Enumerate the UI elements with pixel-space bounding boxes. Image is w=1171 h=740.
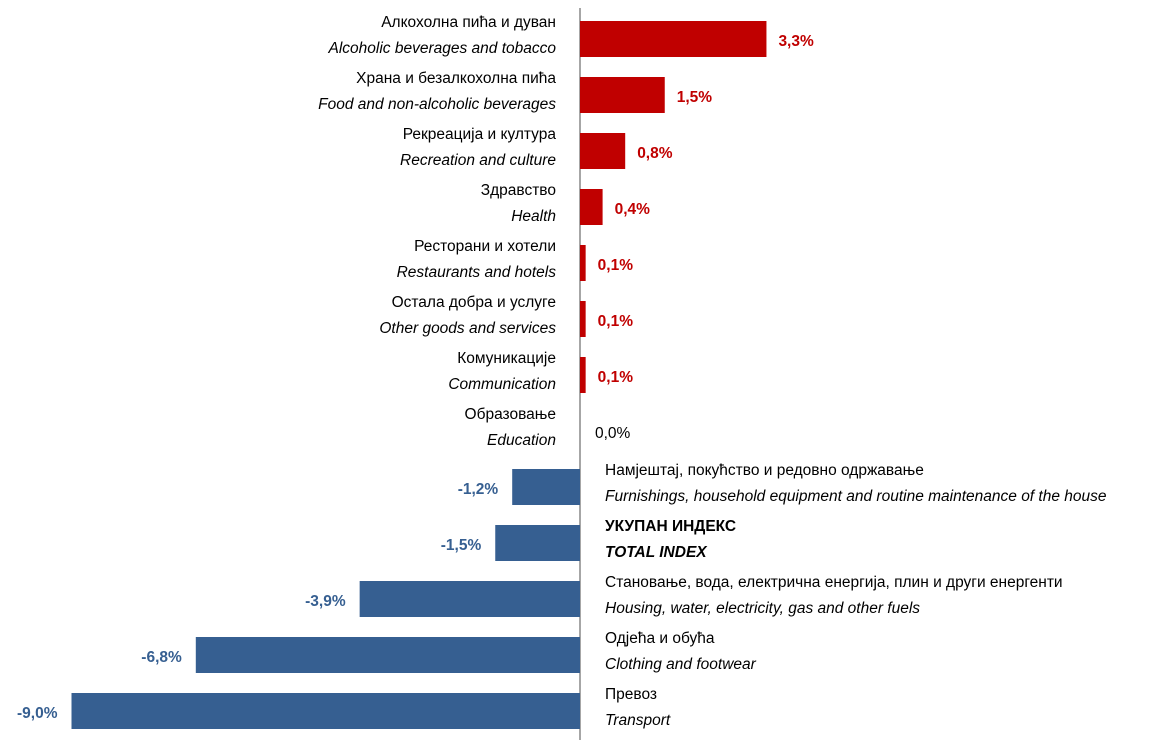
bar xyxy=(512,469,580,505)
value-label: 0,0% xyxy=(595,425,631,442)
category-label-en: Furnishings, household equipment and rou… xyxy=(605,488,1107,505)
value-label: 1,5% xyxy=(677,89,713,106)
bar xyxy=(580,245,586,281)
category-label-en: Alcoholic beverages and tobacco xyxy=(328,40,557,57)
bar xyxy=(495,525,580,561)
value-label: -1,2% xyxy=(458,481,499,498)
category-label: Храна и безалкохолна пића xyxy=(356,70,556,87)
value-label: 0,8% xyxy=(637,145,673,162)
category-label: Образовање xyxy=(465,406,556,423)
category-label: Превоз xyxy=(605,686,657,703)
value-label: -9,0% xyxy=(17,705,58,722)
bar xyxy=(580,21,767,57)
category-label-en: Education xyxy=(487,432,556,449)
bar xyxy=(580,357,586,393)
category-label: Становање, вода, електрична енергија, пл… xyxy=(605,574,1063,591)
category-label: Алкохолна пића и дуван xyxy=(381,14,556,31)
category-label-en: Restaurants and hotels xyxy=(397,264,557,281)
category-label-en: Housing, water, electricity, gas and oth… xyxy=(605,600,920,617)
category-label-en: Other goods and services xyxy=(379,320,556,337)
category-label-en: Food and non-alcoholic beverages xyxy=(318,96,556,113)
bar xyxy=(580,189,603,225)
bar xyxy=(71,693,580,729)
category-label-en: Health xyxy=(511,208,556,225)
value-label: 0,1% xyxy=(598,369,634,386)
value-label: 3,3% xyxy=(778,33,814,50)
value-label: 0,1% xyxy=(598,257,634,274)
value-label: -6,8% xyxy=(141,649,182,666)
category-label-en: Transport xyxy=(605,712,671,729)
category-label-en: Communication xyxy=(448,376,556,393)
bar xyxy=(580,301,586,337)
category-label: Ресторани и хотели xyxy=(414,238,556,255)
bar xyxy=(580,77,665,113)
value-label: 0,4% xyxy=(615,201,651,218)
category-label-en: Clothing and footwear xyxy=(605,656,757,673)
category-label-en: TOTAL INDEX xyxy=(605,544,708,561)
category-label: Здравство xyxy=(481,182,556,199)
category-label: Рекреација и култура xyxy=(403,126,557,143)
category-label-en: Recreation and culture xyxy=(400,152,556,169)
bar xyxy=(580,133,626,169)
category-label: Остала добра и услуге xyxy=(392,294,556,311)
bar xyxy=(359,581,580,617)
value-label: -3,9% xyxy=(305,593,346,610)
category-label: Комуникације xyxy=(457,350,556,367)
value-label: -1,5% xyxy=(441,537,482,554)
bar xyxy=(195,637,581,673)
category-label: Одјећа и обућа xyxy=(605,630,715,647)
category-label: УКУПАН ИНДЕКС xyxy=(605,518,736,535)
category-label: Намјештај, покућство и редовно одржавање xyxy=(605,462,924,479)
value-label: 0,1% xyxy=(598,313,634,330)
